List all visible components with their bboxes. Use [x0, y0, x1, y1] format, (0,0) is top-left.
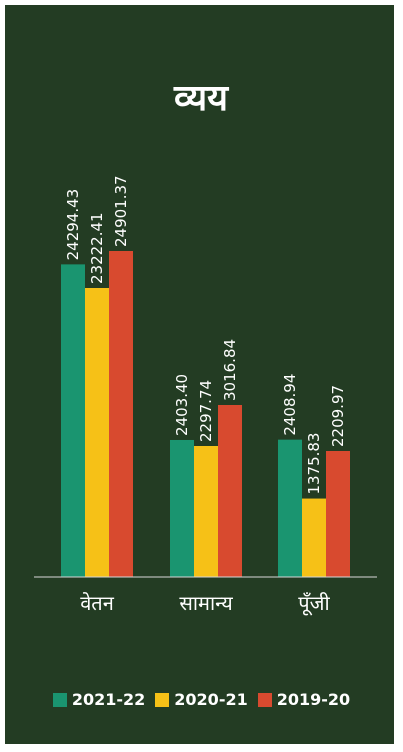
bar-2020-21-1	[194, 445, 218, 577]
legend-swatch	[257, 692, 272, 707]
chart-title: व्यय	[173, 78, 229, 119]
data-label: 2209.97	[329, 385, 347, 447]
data-label: 3016.84	[221, 339, 239, 401]
data-label: 1375.83	[305, 433, 323, 495]
bars-group	[61, 251, 350, 577]
bar-2019-20-0	[109, 251, 133, 577]
data-label: 2403.40	[173, 374, 191, 436]
bar-2019-20-1	[218, 405, 242, 577]
data-label: 2408.94	[281, 374, 299, 436]
legend-label: 2021-22	[71, 690, 146, 709]
bar-2019-20-2	[326, 451, 350, 577]
legend-label: 2019-20	[276, 690, 351, 709]
legend-label: 2020-21	[174, 690, 248, 709]
category-label: पूँजी	[298, 591, 330, 616]
category-labels-group: वेतन सामान्य पूँजी	[80, 591, 330, 616]
data-label: 23222.41	[88, 212, 106, 284]
data-label: 2297.74	[197, 380, 215, 442]
legend-item-2020-21: 2020-21	[155, 690, 248, 709]
bar-2021-22-0	[61, 264, 85, 577]
data-label: 24294.43	[64, 189, 82, 261]
legend-swatch	[52, 692, 67, 707]
legend-item-2021-22: 2021-22	[52, 690, 146, 709]
legend-item-2019-20: 2019-20	[257, 690, 351, 709]
bar-2020-21-2	[302, 498, 326, 577]
data-label: 24901.37	[112, 175, 130, 247]
legend-swatch	[155, 692, 170, 707]
data-labels-group: 24294.43 23222.41 24901.37 2403.40 2297.74 30…	[64, 175, 347, 494]
legend: 2021-22 2020-21 2019-20	[0, 690, 403, 709]
bar-2020-21-0	[85, 288, 109, 577]
category-label: वेतन	[80, 591, 115, 615]
bar-2021-22-2	[278, 439, 302, 577]
bar-2021-22-1	[170, 439, 194, 577]
category-label: सामान्य	[179, 591, 233, 615]
